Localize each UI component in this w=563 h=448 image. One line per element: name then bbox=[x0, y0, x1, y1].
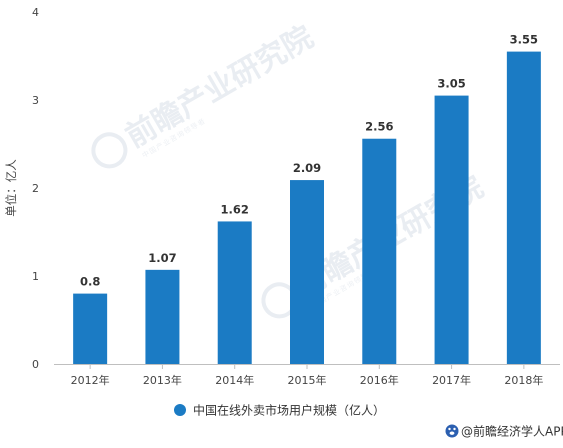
bar bbox=[362, 139, 396, 364]
paw-icon-dot bbox=[453, 428, 455, 430]
x-tick-label: 2015年 bbox=[288, 373, 327, 387]
x-axis-ticks: 2012年 2013年 2014年 2015年 2016年 2017年 2018年 bbox=[71, 364, 544, 387]
paw-icon bbox=[446, 425, 459, 438]
credit-label: @前瞻经济学人APP bbox=[461, 424, 563, 439]
watermark-top: 前瞻产业研究院 中国产业咨询领导者 bbox=[87, 20, 323, 181]
paw-icon-pad bbox=[450, 432, 455, 435]
watermark-text-top: 前瞻产业研究院 bbox=[120, 20, 319, 155]
data-label: 1.07 bbox=[148, 251, 176, 265]
legend-marker bbox=[174, 404, 186, 416]
x-tick-label: 2014年 bbox=[215, 373, 254, 387]
y-tick-label: 4 bbox=[32, 6, 39, 19]
paw-icon-dot bbox=[448, 428, 450, 430]
data-label: 2.56 bbox=[365, 120, 393, 134]
watermark-logo-icon bbox=[88, 128, 132, 172]
x-tick-label: 2012年 bbox=[71, 373, 110, 387]
y-tick-label: 0 bbox=[32, 358, 39, 371]
data-label: 3.55 bbox=[510, 33, 538, 47]
legend-label: 中国在线外卖市场用户规模（亿人） bbox=[193, 403, 385, 418]
y-axis-ticks: 0 1 2 3 4 bbox=[32, 6, 39, 371]
bar bbox=[218, 221, 252, 364]
bar bbox=[145, 270, 179, 364]
bar bbox=[435, 96, 469, 364]
bar bbox=[290, 180, 324, 364]
legend: 中国在线外卖市场用户规模（亿人） bbox=[174, 403, 385, 418]
data-label: 2.09 bbox=[293, 161, 321, 175]
y-tick-label: 3 bbox=[32, 94, 39, 107]
data-label: 3.05 bbox=[437, 77, 465, 91]
bar bbox=[507, 52, 541, 364]
y-axis-title: 单位：亿人 bbox=[4, 159, 18, 217]
data-label: 0.8 bbox=[80, 275, 100, 289]
data-label: 1.62 bbox=[221, 202, 249, 216]
x-tick-label: 2018年 bbox=[504, 373, 543, 387]
x-tick-label: 2013年 bbox=[143, 373, 182, 387]
x-tick-label: 2016年 bbox=[360, 373, 399, 387]
x-tick-label: 2017年 bbox=[432, 373, 471, 387]
y-tick-label: 1 bbox=[32, 270, 39, 283]
credit: @前瞻经济学人APP bbox=[446, 424, 563, 439]
bar bbox=[73, 294, 107, 364]
y-tick-label: 2 bbox=[32, 182, 39, 195]
